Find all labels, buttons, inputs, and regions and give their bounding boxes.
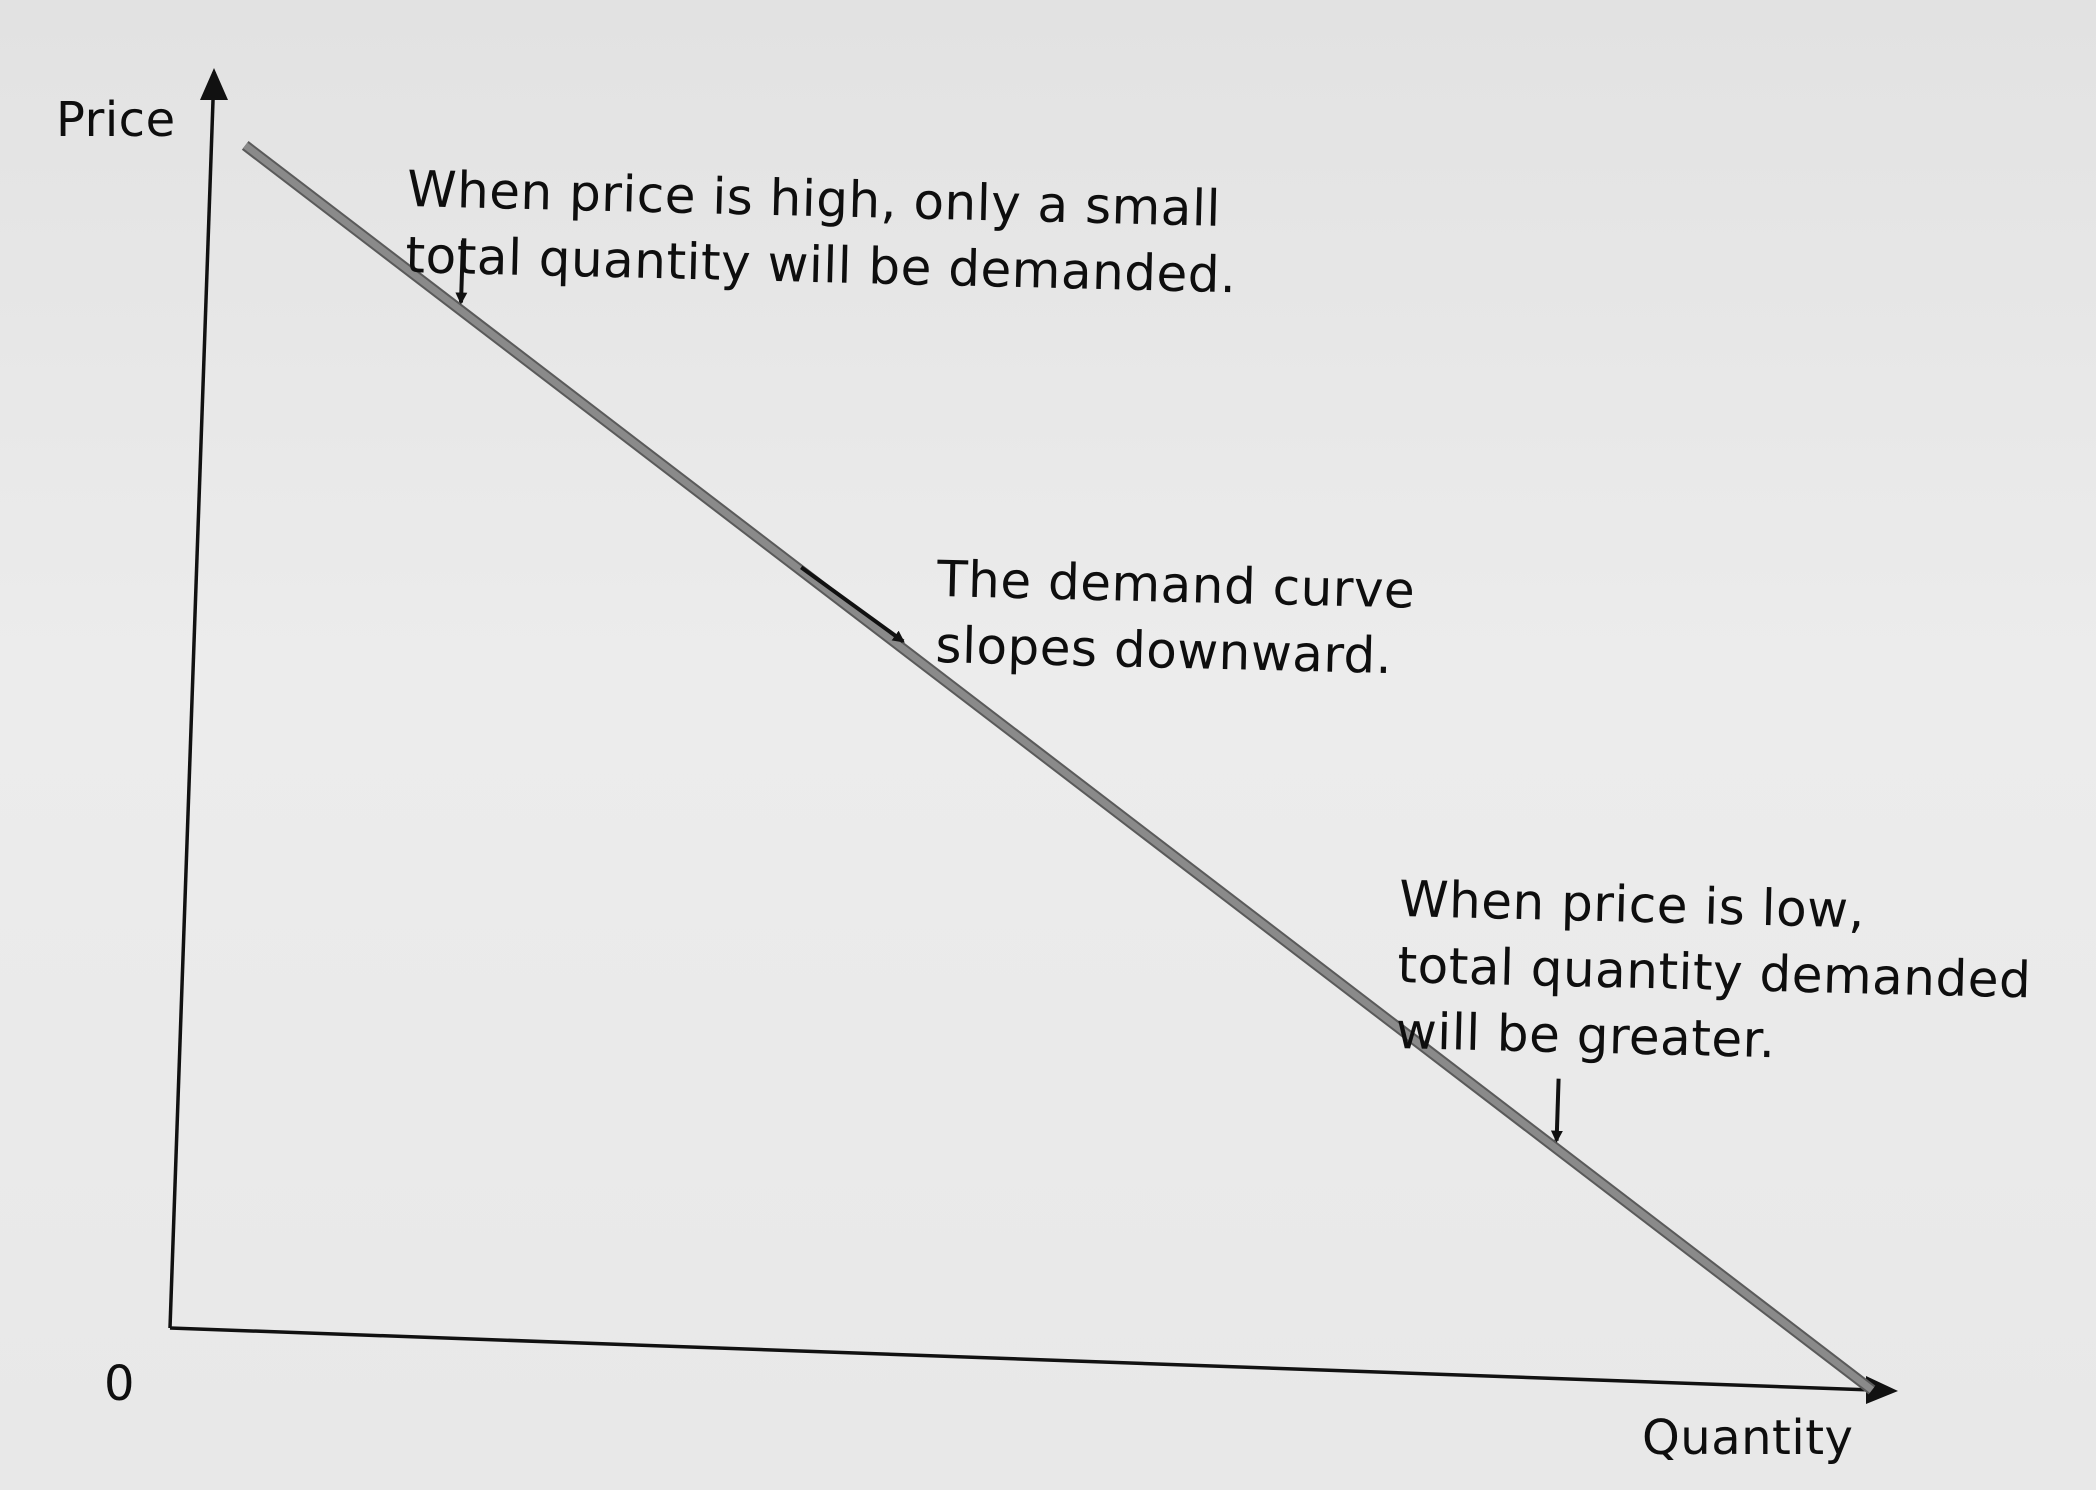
annotation-slope-line-1: The demand curve <box>936 549 1416 620</box>
demand-curve-line <box>243 142 1875 1393</box>
x-axis-arrowhead <box>1866 1376 1898 1404</box>
annotation-arrow-3 <box>1550 1078 1563 1143</box>
y-axis-arrowhead <box>200 68 228 100</box>
annotation-arrow-1 <box>455 240 468 305</box>
y-axis <box>168 71 216 1329</box>
annotation-arrows <box>455 240 1563 1143</box>
origin-label: 0 <box>104 1356 136 1412</box>
x-axis <box>169 1326 1873 1392</box>
x-axis-label: Quantity <box>1642 1410 1854 1466</box>
annotation-high-price: When price is high, only a small total q… <box>405 156 1239 308</box>
annotation-arrow-2 <box>800 565 905 644</box>
annotation-slope: The demand curve slopes downward. <box>935 546 1416 690</box>
series-layer <box>241 141 1876 1395</box>
y-axis-label: Price <box>56 92 176 148</box>
annotation-slope-line-2: slopes downward. <box>934 615 1393 686</box>
annotation-low-price: When price is low, total quantity demand… <box>1395 866 2033 1079</box>
